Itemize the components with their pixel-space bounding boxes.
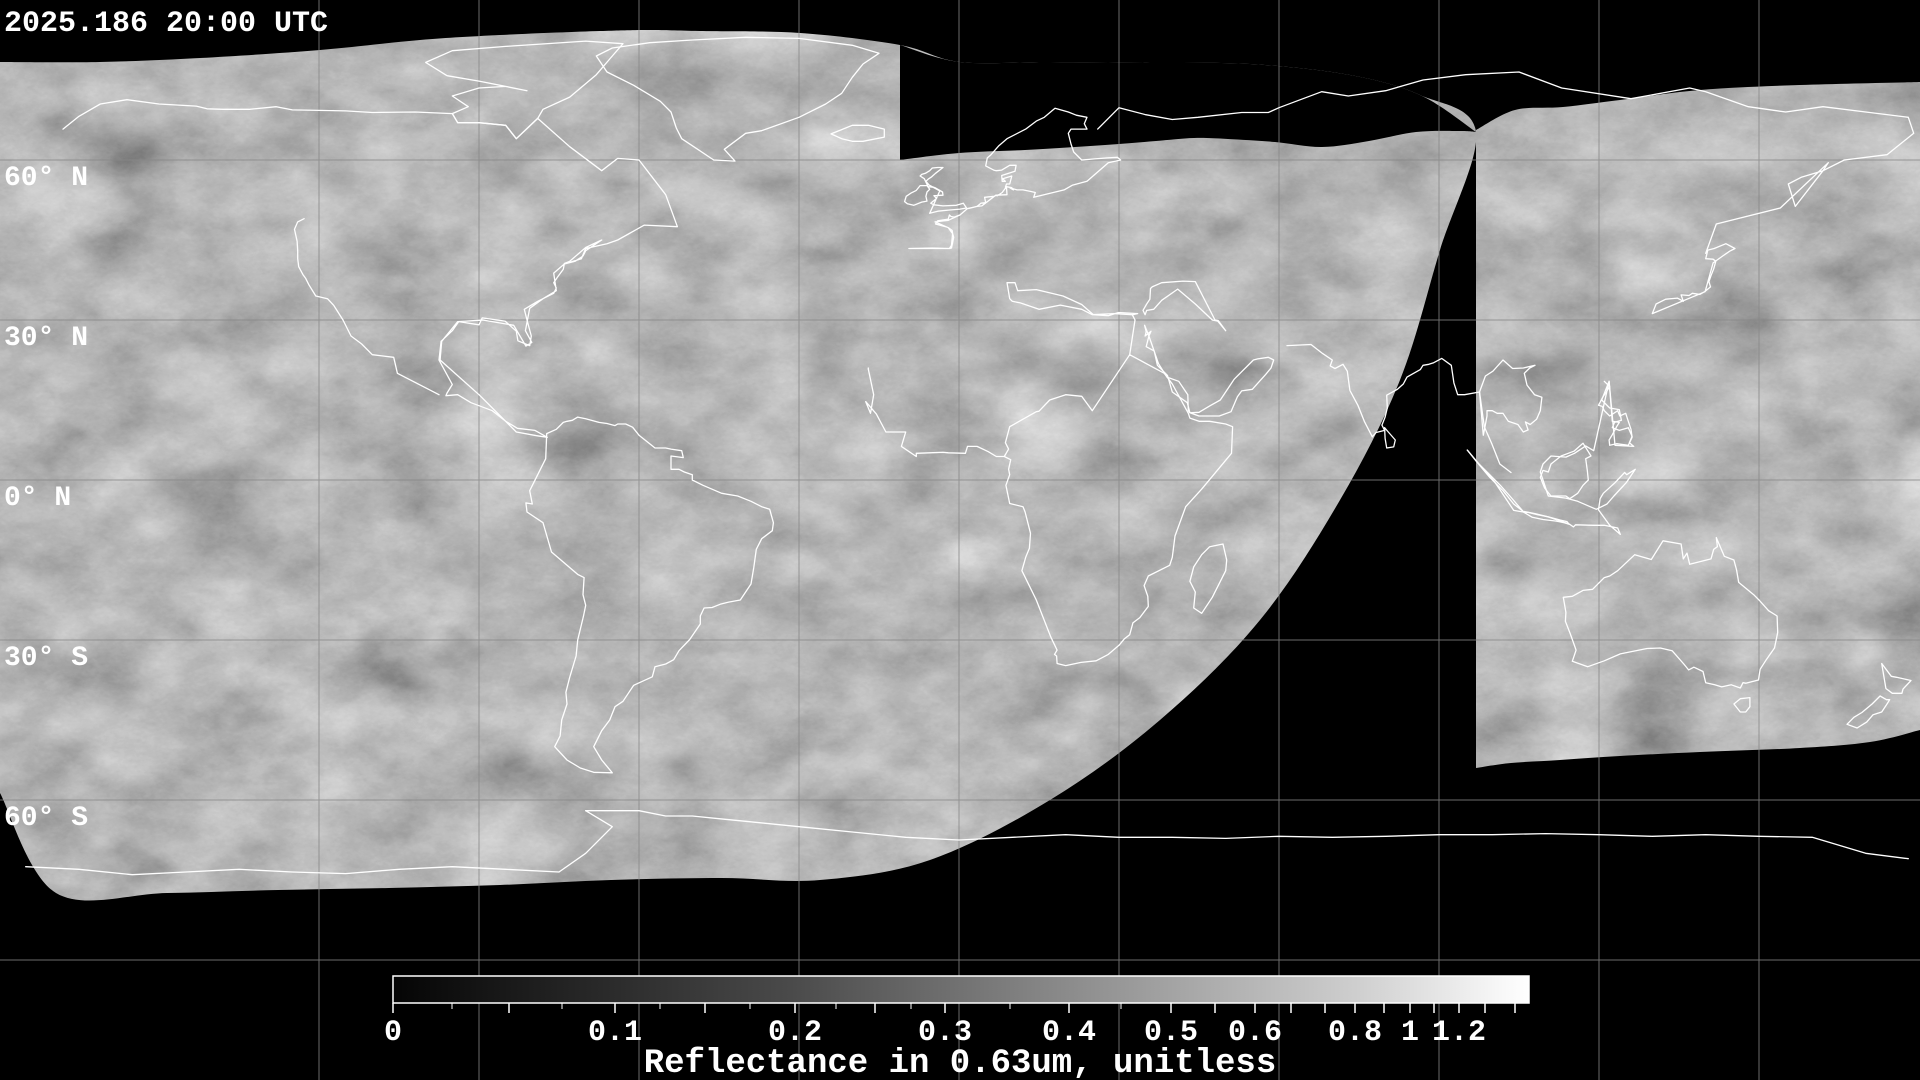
svg-text:60° N: 60° N xyxy=(4,163,88,194)
svg-text:30° S: 30° S xyxy=(4,643,88,674)
svg-text:2025.186 20:00 UTC: 2025.186 20:00 UTC xyxy=(4,7,328,41)
svg-text:60° S: 60° S xyxy=(4,803,88,834)
svg-text:Reflectance in 0.63um, unitles: Reflectance in 0.63um, unitless xyxy=(644,1045,1277,1080)
svg-text:0: 0 xyxy=(384,1016,402,1050)
svg-text:1: 1 xyxy=(1401,1016,1419,1050)
svg-text:0.8: 0.8 xyxy=(1328,1016,1382,1050)
svg-text:30° N: 30° N xyxy=(4,323,88,354)
svg-text:1.2: 1.2 xyxy=(1432,1016,1486,1050)
svg-text:0° N: 0° N xyxy=(4,483,71,514)
svg-text:0.1: 0.1 xyxy=(588,1016,642,1050)
